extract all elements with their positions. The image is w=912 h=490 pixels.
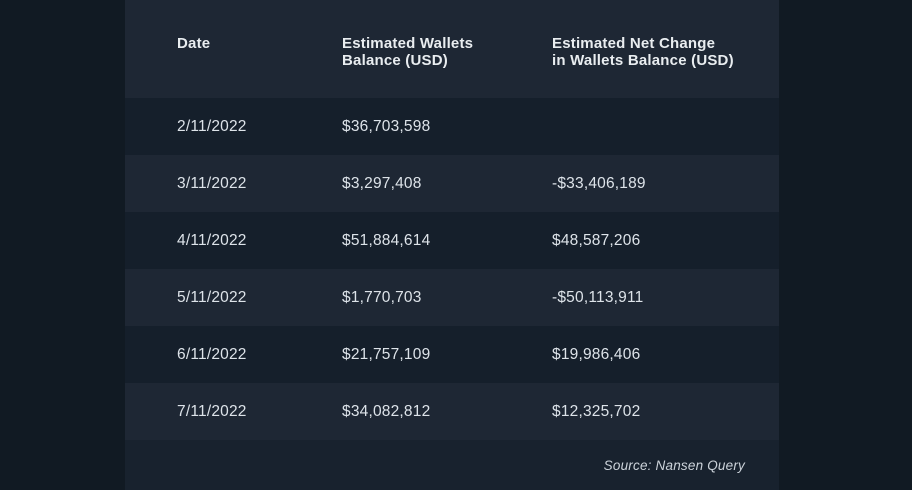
wallets-balance-table: Date Estimated Wallets Balance (USD) Est… <box>125 0 779 490</box>
table-footer: Source: Nansen Query <box>125 440 779 490</box>
source-attribution: Source: Nansen Query <box>603 457 745 473</box>
cell-date: 5/11/2022 <box>177 288 247 306</box>
cell-net-change: $19,986,406 <box>552 345 641 363</box>
cell-date: 4/11/2022 <box>177 231 247 249</box>
cell-wallets-balance: $1,770,703 <box>342 288 422 306</box>
table-row: 6/11/2022 $21,757,109 $19,986,406 <box>125 326 779 383</box>
table-body: 2/11/2022 $36,703,598 3/11/2022 $3,297,408 -… <box>125 98 779 440</box>
table-header-row: Date Estimated Wallets Balance (USD) Est… <box>125 0 779 98</box>
cell-date: 3/11/2022 <box>177 174 247 192</box>
table-row: 3/11/2022 $3,297,408 -$33,406,189 <box>125 155 779 212</box>
column-header-date: Date <box>177 35 211 52</box>
table-row: 7/11/2022 $34,082,812 $12,325,702 <box>125 383 779 440</box>
cell-date: 6/11/2022 <box>177 345 247 363</box>
cell-net-change: -$50,113,911 <box>552 288 644 306</box>
cell-wallets-balance: $51,884,614 <box>342 231 431 249</box>
column-header-net-change: Estimated Net Change in Wallets Balance … <box>552 35 734 69</box>
cell-net-change: $12,325,702 <box>552 402 641 420</box>
cell-wallets-balance: $21,757,109 <box>342 345 431 363</box>
table-row: 4/11/2022 $51,884,614 $48,587,206 <box>125 212 779 269</box>
cell-wallets-balance: $36,703,598 <box>342 117 431 135</box>
cell-date: 2/11/2022 <box>177 117 247 135</box>
table-row: 5/11/2022 $1,770,703 -$50,113,911 <box>125 269 779 326</box>
table-row: 2/11/2022 $36,703,598 <box>125 98 779 155</box>
cell-date: 7/11/2022 <box>177 402 247 420</box>
cell-wallets-balance: $34,082,812 <box>342 402 431 420</box>
cell-net-change: $48,587,206 <box>552 231 641 249</box>
column-header-wallets-balance: Estimated Wallets Balance (USD) <box>342 35 474 69</box>
cell-net-change: -$33,406,189 <box>552 174 646 192</box>
cell-wallets-balance: $3,297,408 <box>342 174 422 192</box>
